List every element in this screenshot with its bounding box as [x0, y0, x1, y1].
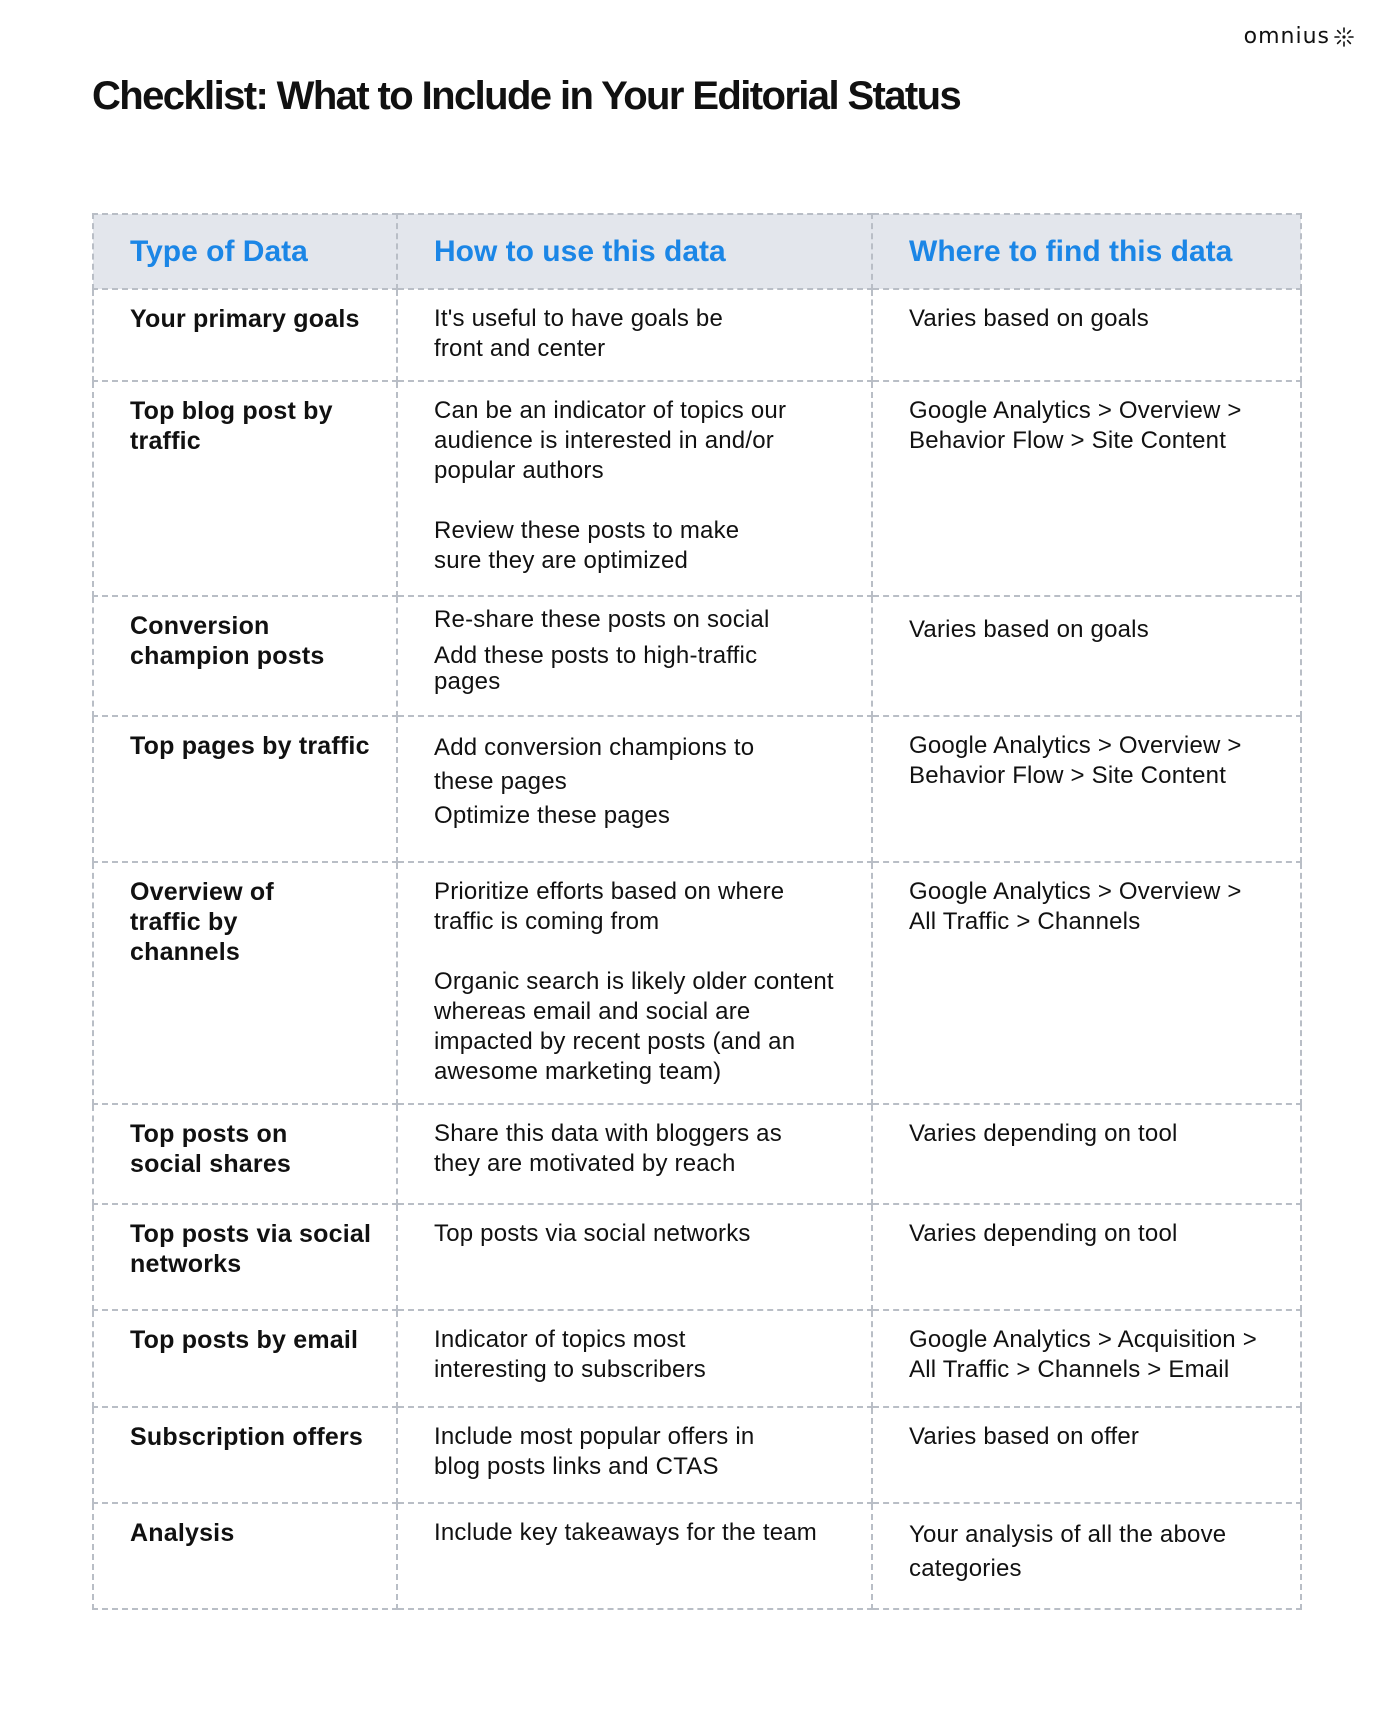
how-cell: Share this data with bloggers as they ar… [396, 1103, 873, 1205]
sparkle-logo-icon [1333, 26, 1355, 48]
where-cell: Varies based on goals [871, 288, 1302, 382]
type-cell: Top blog post by traffic [92, 380, 398, 597]
type-cell: Overview of traffic by channels [92, 861, 398, 1105]
column-header-how: How to use this data [396, 213, 873, 290]
how-cell: Indicator of topics most interesting to … [396, 1309, 873, 1408]
type-cell: Top posts by email [92, 1309, 398, 1408]
table-row: Top blog post by traffic Can be an indic… [92, 380, 1302, 597]
page-title: Checklist: What to Include in Your Edito… [92, 74, 962, 118]
type-cell: Top pages by traffic [92, 715, 398, 863]
brand-name: omnius [1243, 24, 1330, 49]
table-row: Top posts by email Indicator of topics m… [92, 1309, 1302, 1408]
how-cell: Prioritize efforts based on where traffi… [396, 861, 873, 1105]
column-header-where: Where to find this data [871, 213, 1302, 290]
table-row: Analysis Include key takeaways for the t… [92, 1502, 1302, 1610]
type-cell: Conversion champion posts [92, 595, 398, 717]
table-row: Subscription offers Include most popular… [92, 1406, 1302, 1504]
type-cell: Analysis [92, 1502, 398, 1610]
where-cell: Varies depending on tool [871, 1103, 1302, 1205]
table-row: Top pages by traffic Add conversion cham… [92, 715, 1302, 863]
where-cell: Google Analytics > Overview > Behavior F… [871, 380, 1302, 597]
table-row: Top posts via social networks Top posts … [92, 1203, 1302, 1311]
where-cell: Google Analytics > Acquisition > All Tra… [871, 1309, 1302, 1408]
where-cell: Varies depending on tool [871, 1203, 1302, 1311]
type-cell: Top posts on social shares [92, 1103, 398, 1205]
brand-logo: omnius [1244, 24, 1355, 49]
how-cell: Add conversion champions to these pages O… [396, 715, 873, 863]
checklist-table: Type of Data How to use this data Where … [92, 213, 1302, 1610]
how-cell: It's useful to have goals be front and c… [396, 288, 873, 382]
table-row: Conversion champion posts Re-share these… [92, 595, 1302, 717]
how-cell: Top posts via social networks [396, 1203, 873, 1311]
where-cell: Varies based on goals [871, 595, 1302, 717]
table-row: Your primary goals It's useful to have g… [92, 288, 1302, 382]
table-header-row: Type of Data How to use this data Where … [92, 213, 1302, 290]
how-cell: Can be an indicator of topics our audien… [396, 380, 873, 597]
column-header-type: Type of Data [92, 213, 398, 290]
how-cell: Include most popular offers in blog post… [396, 1406, 873, 1504]
table-row: Top posts on social shares Share this da… [92, 1103, 1302, 1205]
how-cell: Re-share these posts on social Add these … [396, 595, 873, 717]
type-cell: Top posts via social networks [92, 1203, 398, 1311]
table-row: Overview of traffic by channels Prioriti… [92, 861, 1302, 1105]
where-cell: Your analysis of all the above categorie… [871, 1502, 1302, 1610]
type-cell: Your primary goals [92, 288, 398, 382]
where-cell: Google Analytics > Overview > All Traffi… [871, 861, 1302, 1105]
where-cell: Varies based on offer [871, 1406, 1302, 1504]
how-cell: Include key takeaways for the team [396, 1502, 873, 1610]
where-cell: Google Analytics > Overview > Behavior F… [871, 715, 1302, 863]
type-cell: Subscription offers [92, 1406, 398, 1504]
